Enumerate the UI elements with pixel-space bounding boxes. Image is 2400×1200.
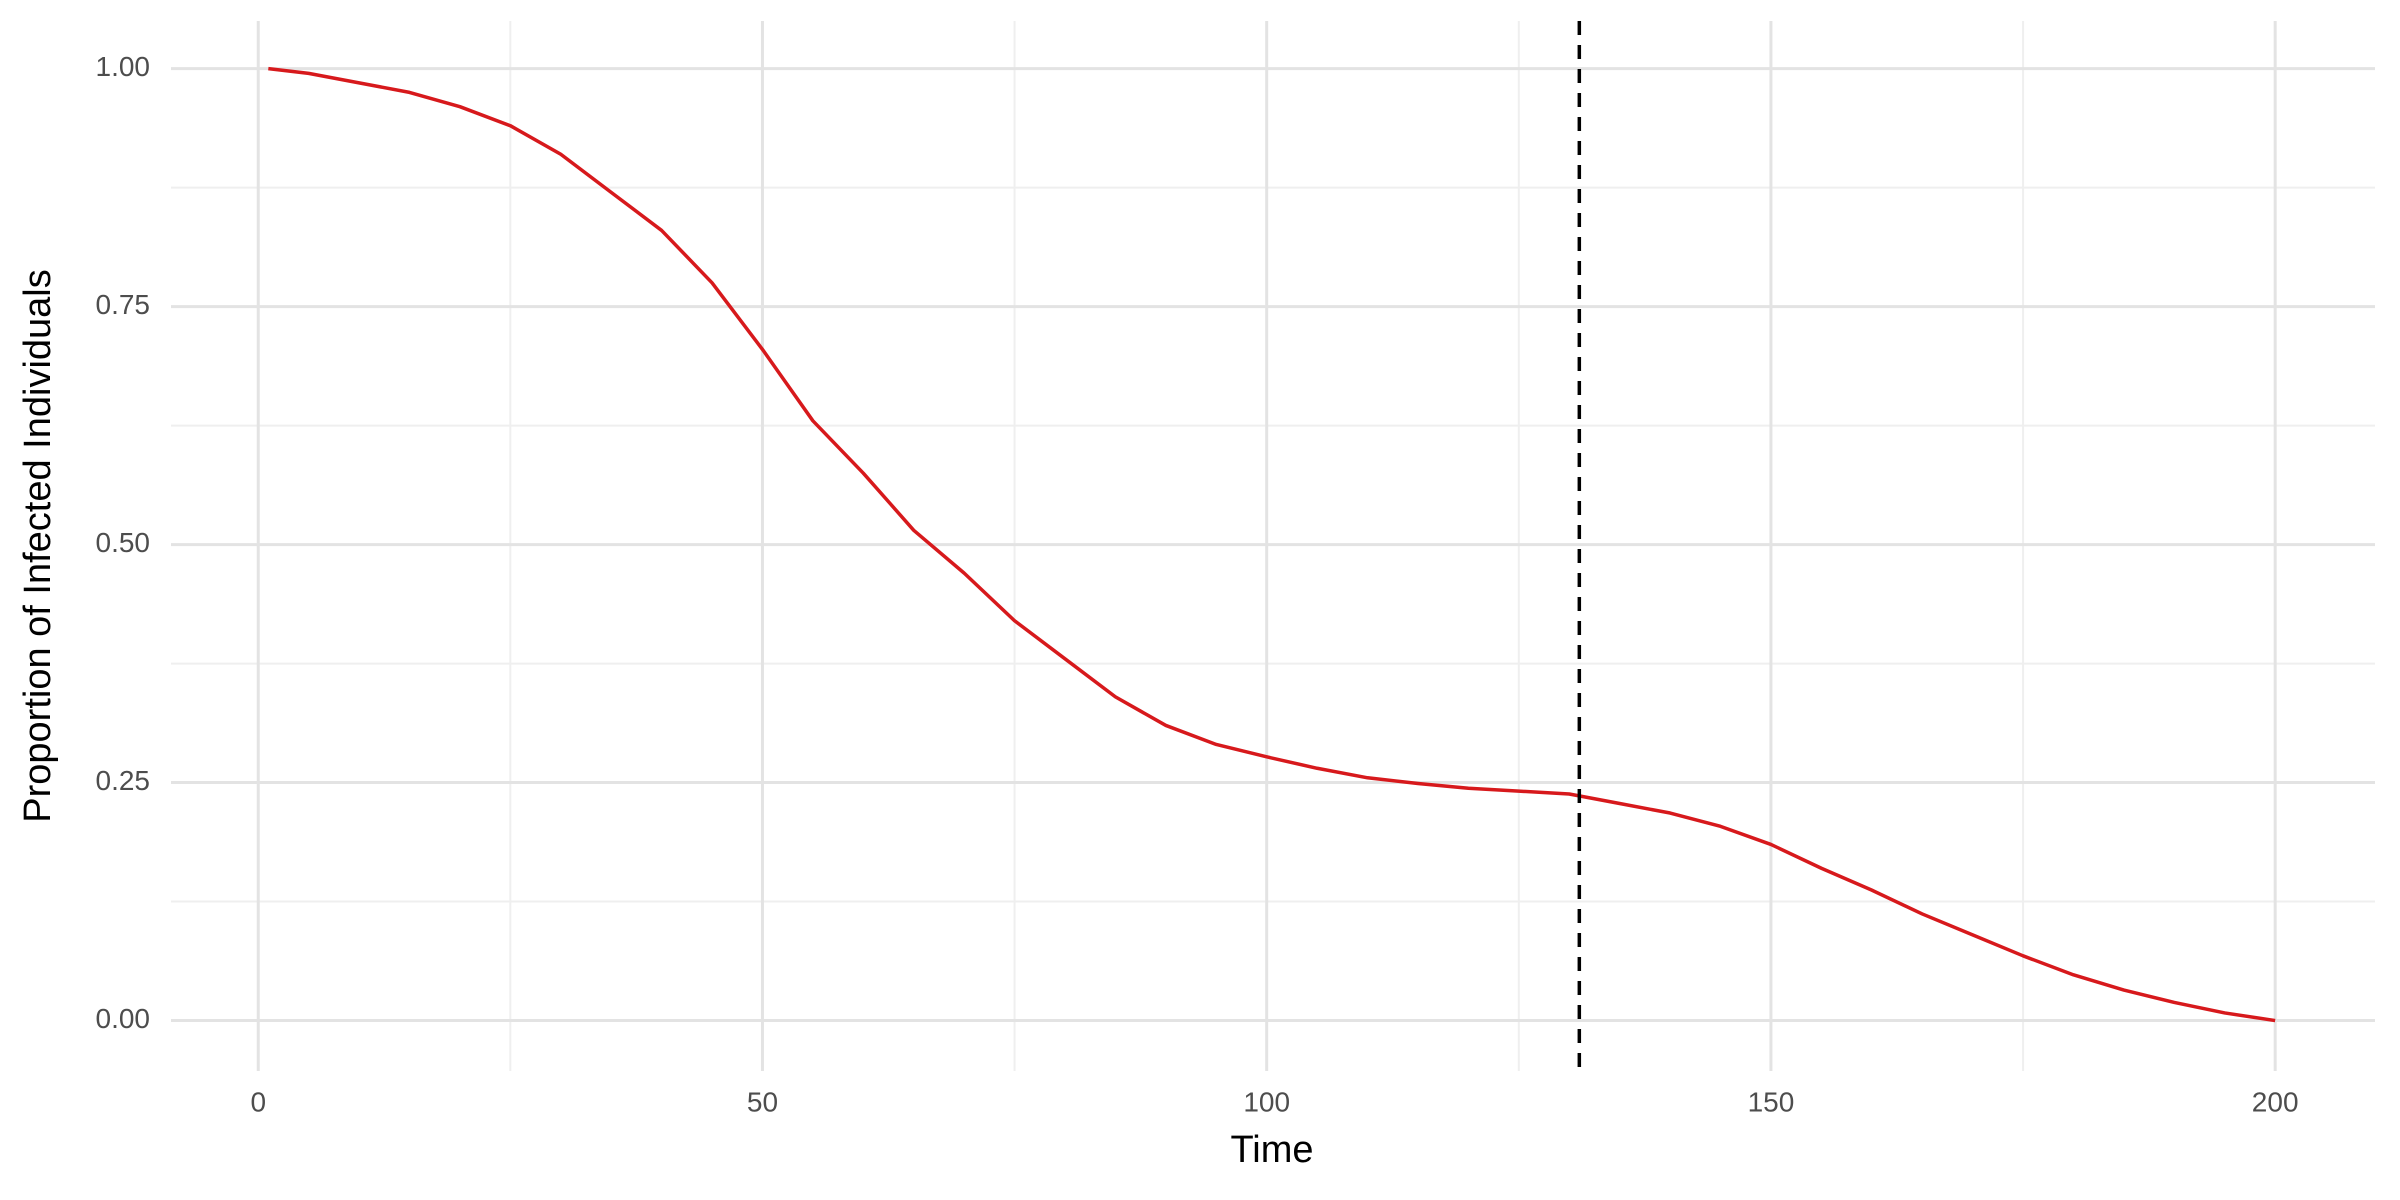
x-tick-label: 150 — [1748, 1086, 1795, 1117]
x-tick-label: 200 — [2252, 1086, 2299, 1117]
y-tick-label: 0.00 — [96, 1003, 151, 1034]
x-axis-title: Time — [1230, 1129, 1313, 1171]
x-tick-label: 100 — [1243, 1086, 1290, 1117]
data-line — [268, 66, 2276, 1023]
x-tick-label: 50 — [747, 1086, 778, 1117]
y-tick-label: 0.75 — [96, 289, 151, 320]
x-tick-label: 0 — [250, 1086, 266, 1117]
y-tick-label: 1.00 — [96, 51, 151, 82]
y-axis-title: Proportion of Infected Individuals — [17, 269, 59, 822]
y-tick-label: 0.50 — [96, 527, 151, 558]
y-tick-label: 0.25 — [96, 765, 151, 796]
